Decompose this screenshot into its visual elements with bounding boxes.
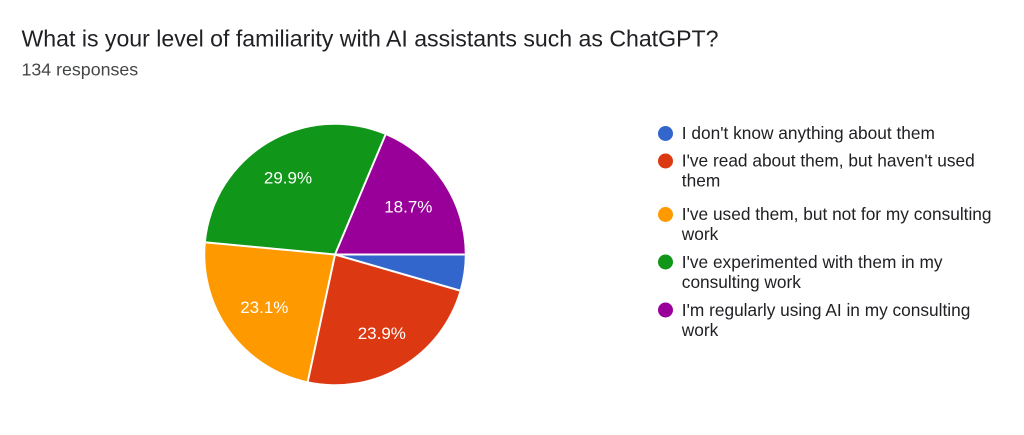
svg-text:I've used them, but not for my: I've used them, but not for my consultin… [682,204,992,224]
svg-text:29.9%: 29.9% [264,168,312,187]
svg-text:I've experimented with them in: I've experimented with them in my [682,252,943,272]
svg-text:23.1%: 23.1% [240,298,288,317]
svg-text:I've read about them, but have: I've read about them, but haven't used [682,151,975,171]
svg-text:work: work [681,224,719,244]
svg-text:18.7%: 18.7% [384,198,432,217]
svg-text:consulting work: consulting work [682,272,801,292]
svg-text:134 responses: 134 responses [22,60,139,80]
svg-text:23.9%: 23.9% [358,324,406,343]
svg-text:work: work [681,320,719,340]
svg-text:What is your level of familiar: What is your level of familiarity with A… [22,25,719,51]
svg-text:I'm regularly using AI in my c: I'm regularly using AI in my consulting [682,300,971,320]
svg-text:them: them [682,171,720,191]
svg-text:I don't know anything about th: I don't know anything about them [682,123,935,143]
